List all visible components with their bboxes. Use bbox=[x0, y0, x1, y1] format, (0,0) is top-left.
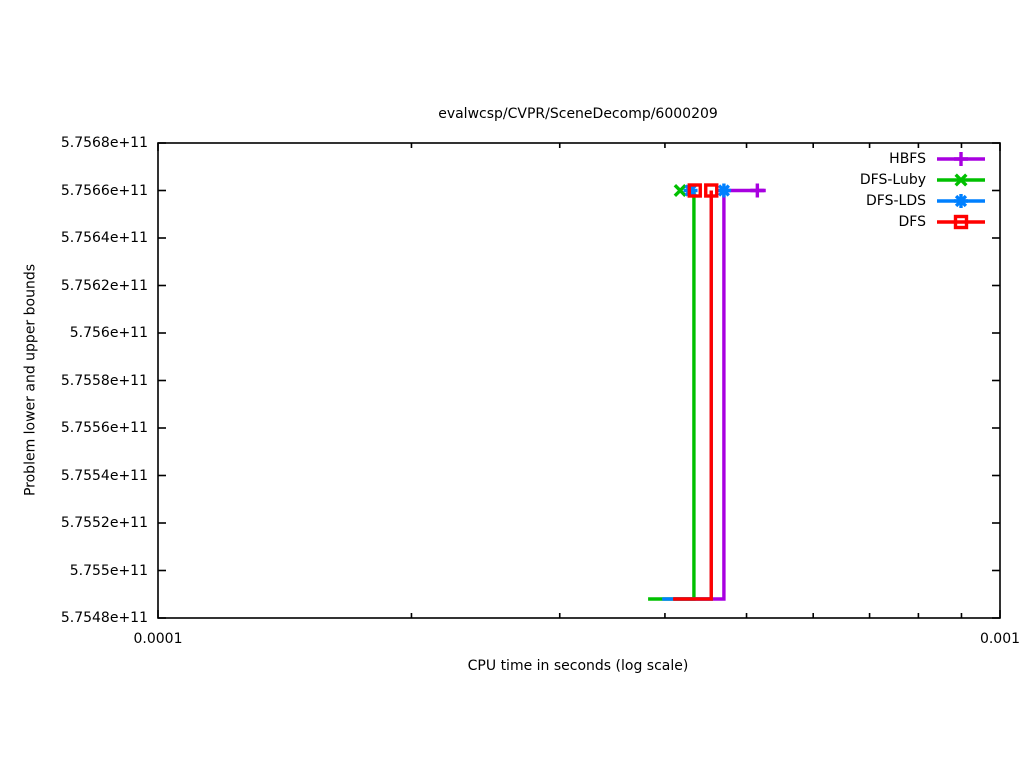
x-tick-label-min: 0.0001 bbox=[133, 631, 183, 647]
legend: HBFS DFS-Luby DFS-LDS DFS bbox=[860, 148, 987, 232]
y-tick-label: 5.7558e+11 bbox=[60, 372, 148, 389]
y-tick-label: 5.7556e+11 bbox=[60, 420, 148, 436]
x-axis-title: CPU time in seconds (log scale) bbox=[467, 658, 689, 674]
series-HBFS bbox=[673, 183, 766, 601]
legend-entry-DFS: DFS bbox=[860, 211, 987, 232]
legend-label: DFS bbox=[898, 213, 926, 230]
y-tick-label: 5.7552e+11 bbox=[60, 515, 148, 531]
legend-sample-DFS-LDS bbox=[937, 193, 985, 208]
legend-sample-DFS-Luby bbox=[937, 172, 985, 187]
legend-sample-DFS bbox=[937, 214, 985, 229]
y-tick-label: 5.7548e+11 bbox=[60, 610, 148, 626]
y-tick-label: 5.7562e+11 bbox=[60, 277, 148, 294]
y-tick-label: 5.755e+11 bbox=[69, 562, 148, 579]
x-tick-label-max: 0.001 bbox=[979, 631, 1021, 647]
chart-title: evalwcsp/CVPR/SceneDecomp/6000209 bbox=[438, 106, 718, 122]
legend-entry-DFS-LDS: DFS-LDS bbox=[860, 190, 987, 211]
legend-entry-HBFS: HBFS bbox=[860, 148, 987, 169]
y-tick-label: 5.756e+11 bbox=[69, 325, 148, 341]
y-tick-label: 5.7566e+11 bbox=[60, 182, 148, 199]
series-DFS bbox=[673, 183, 719, 601]
series-DFS-LDS bbox=[662, 183, 731, 601]
y-tick-label: 5.7554e+11 bbox=[60, 467, 148, 484]
legend-label: DFS-Luby bbox=[859, 171, 926, 188]
legend-sample-HBFS bbox=[937, 151, 985, 166]
legend-label: DFS-LDS bbox=[866, 192, 926, 209]
y-tick-label: 5.7568e+11 bbox=[60, 135, 148, 151]
legend-entry-DFS-Luby: DFS-Luby bbox=[860, 169, 987, 190]
series-DFS-Luby bbox=[648, 183, 696, 601]
legend-label: HBFS bbox=[889, 150, 926, 167]
y-tick-label: 5.7564e+11 bbox=[60, 230, 148, 246]
